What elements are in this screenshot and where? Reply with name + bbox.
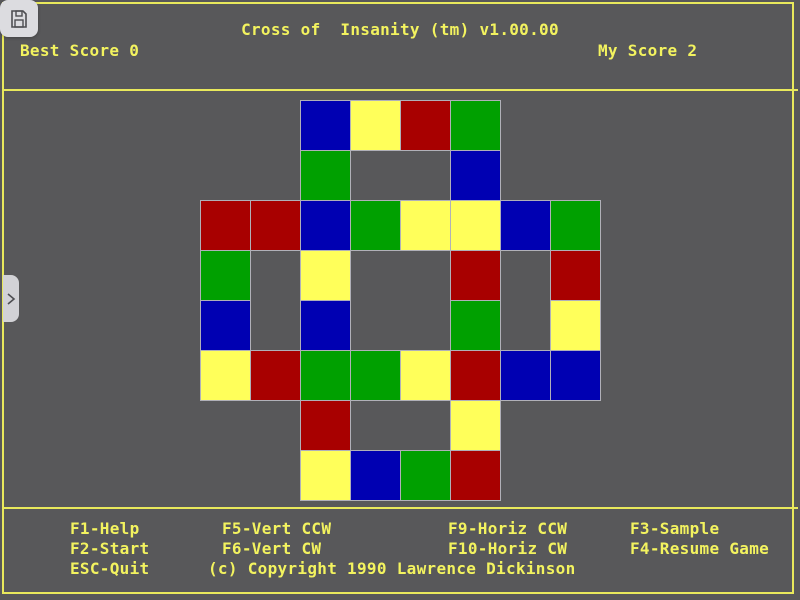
chevron-right-icon bbox=[6, 292, 16, 305]
save-button[interactable] bbox=[0, 0, 38, 37]
key-f2-start: F2-Start bbox=[70, 539, 150, 558]
tile-r2c7-G bbox=[550, 200, 601, 251]
tile-r0c4-R bbox=[400, 100, 451, 151]
tile-r2c4-Y bbox=[400, 200, 451, 251]
copyright-text: (c) Copyright 1990 Lawrence Dickinson bbox=[208, 559, 576, 578]
tile-r6c2-R bbox=[300, 400, 351, 451]
tile-r1c5-B bbox=[450, 150, 501, 201]
tile-r3c2-Y bbox=[300, 250, 351, 301]
tile-r5c7-B bbox=[550, 350, 601, 401]
footer-divider bbox=[2, 507, 798, 509]
key-f10-horiz-cw: F10-Horiz CW bbox=[448, 539, 568, 558]
tile-r5c0-Y bbox=[200, 350, 251, 401]
tile-r5c3-G bbox=[350, 350, 401, 401]
my-score-label: My Score 2 bbox=[598, 41, 698, 60]
tile-r4c2-B bbox=[300, 300, 351, 351]
tile-r2c0-R bbox=[200, 200, 251, 251]
floppy-disk-icon bbox=[9, 9, 29, 29]
tile-r7c2-Y bbox=[300, 450, 351, 501]
tile-r2c6-B bbox=[500, 200, 551, 251]
tile-r2c3-G bbox=[350, 200, 401, 251]
game-board bbox=[200, 100, 601, 501]
page-title: Cross of Insanity (tm) v1.00.00 bbox=[241, 20, 559, 39]
sidebar-toggle[interactable] bbox=[3, 275, 19, 322]
tile-r5c5-R bbox=[450, 350, 501, 401]
tile-r5c4-Y bbox=[400, 350, 451, 401]
tile-r3c0-G bbox=[200, 250, 251, 301]
tile-r7c5-R bbox=[450, 450, 501, 501]
tile-r0c2-B bbox=[300, 100, 351, 151]
tile-r7c3-B bbox=[350, 450, 401, 501]
tile-r4c0-B bbox=[200, 300, 251, 351]
tile-r0c3-Y bbox=[350, 100, 401, 151]
tile-r6c5-Y bbox=[450, 400, 501, 451]
tile-r2c2-B bbox=[300, 200, 351, 251]
best-score-label: Best Score 0 bbox=[20, 41, 140, 60]
key-f1-help: F1-Help bbox=[70, 519, 140, 538]
tile-r5c2-G bbox=[300, 350, 351, 401]
tile-r3c5-R bbox=[450, 250, 501, 301]
tile-r7c4-G bbox=[400, 450, 451, 501]
tile-r2c1-R bbox=[250, 200, 301, 251]
key-f9-horiz-ccw: F9-Horiz CCW bbox=[448, 519, 568, 538]
key-f4-resume-game: F4-Resume Game bbox=[630, 539, 770, 558]
tile-r4c7-Y bbox=[550, 300, 601, 351]
tile-r4c5-G bbox=[450, 300, 501, 351]
tile-r5c6-B bbox=[500, 350, 551, 401]
key-f5-vert-ccw: F5-Vert CCW bbox=[222, 519, 332, 538]
tile-r1c2-G bbox=[300, 150, 351, 201]
key-f3-sample: F3-Sample bbox=[630, 519, 720, 538]
key-esc-quit: ESC-Quit bbox=[70, 559, 150, 578]
header-divider bbox=[2, 89, 798, 91]
tile-r2c5-Y bbox=[450, 200, 501, 251]
tile-r5c1-R bbox=[250, 350, 301, 401]
tile-r0c5-G bbox=[450, 100, 501, 151]
key-f6-vert-cw: F6-Vert CW bbox=[222, 539, 322, 558]
tile-r3c7-R bbox=[550, 250, 601, 301]
